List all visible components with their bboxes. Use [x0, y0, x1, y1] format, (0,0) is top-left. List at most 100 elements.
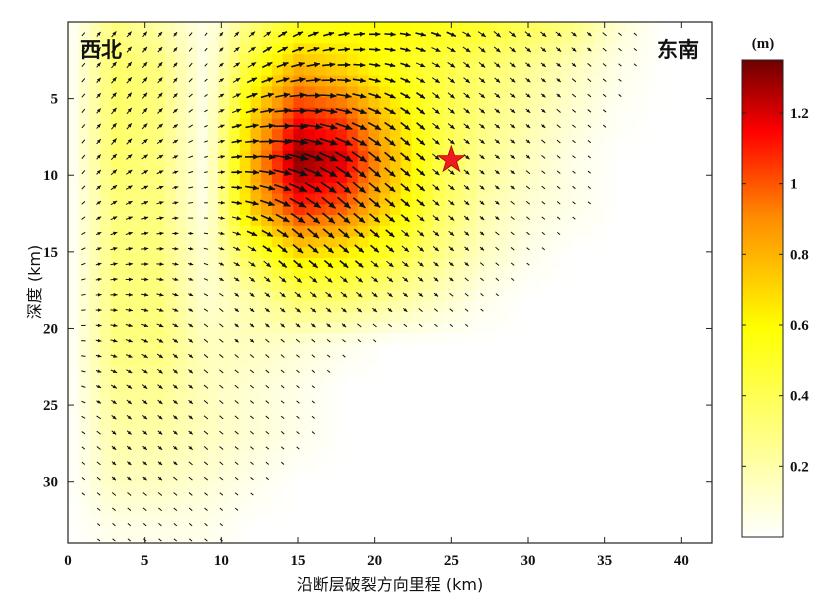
heatmap-cell: [443, 54, 455, 66]
heatmap-cell: [465, 418, 477, 431]
slip-vector-arrow: [248, 31, 256, 38]
slip-vector-arrow: [81, 170, 86, 175]
slip-vector-arrow: [263, 260, 272, 268]
arrow-head: [357, 308, 362, 313]
heatmap-cell: [454, 22, 466, 34]
heatmap-cell: [518, 43, 531, 55]
slip-vector-arrow: [265, 369, 270, 374]
slip-vector-arrow: [384, 121, 396, 131]
arrow-shaft: [188, 140, 194, 144]
heatmap-cell: [271, 472, 284, 484]
arrow-head: [404, 78, 411, 83]
heatmap-cell: [100, 32, 112, 44]
heatmap-cell: [261, 461, 273, 474]
heatmap-cell: [336, 322, 348, 334]
heatmap-cell: [497, 236, 509, 248]
slip-vector-arrow: [586, 47, 592, 52]
heatmap-cell: [229, 193, 241, 205]
arrow-head: [419, 247, 424, 252]
heatmap-cell: [529, 494, 541, 506]
arrow-head: [251, 246, 257, 252]
heatmap-cell: [207, 322, 219, 334]
heatmap-cell: [486, 97, 498, 109]
heatmap-cell: [690, 440, 702, 452]
slip-vector-arrow: [326, 369, 331, 373]
heatmap-cell: [475, 515, 488, 527]
heatmap-cell: [454, 118, 466, 130]
heatmap-cell: [422, 75, 434, 87]
arrow-head: [282, 216, 290, 222]
heatmap-cell: [572, 129, 584, 141]
heatmap-cell: [336, 204, 348, 216]
heatmap-cell: [357, 408, 370, 420]
slip-vector-arrow: [495, 246, 500, 251]
heatmap-cell: [304, 107, 316, 120]
heatmap-cell: [304, 354, 316, 366]
heatmap-cell: [379, 483, 391, 495]
heatmap-cell: [304, 451, 316, 463]
heatmap-cell: [647, 107, 659, 120]
heatmap-cell: [282, 483, 294, 495]
heatmap-cell: [390, 204, 402, 216]
heatmap-cell: [271, 43, 284, 55]
arrow-head: [127, 77, 132, 82]
heatmap-cell: [164, 118, 176, 130]
slip-vector-arrow: [372, 323, 377, 328]
slip-vector-arrow: [141, 338, 149, 343]
heatmap-cell: [357, 526, 370, 538]
heatmap-cell: [529, 440, 541, 452]
heatmap-cell: [325, 515, 337, 527]
heatmap-cell: [121, 172, 133, 184]
heatmap-cell: [196, 22, 209, 34]
slip-vector-arrow: [157, 399, 163, 405]
heatmap-cell: [497, 215, 509, 227]
heatmap-cell: [261, 236, 273, 248]
slip-vector-arrow: [384, 198, 396, 208]
arrow-head: [572, 32, 577, 37]
heatmap-cell: [89, 365, 101, 377]
slip-vector-arrow: [218, 262, 225, 266]
slip-vector-arrow: [556, 185, 561, 190]
heatmap-cell: [615, 343, 627, 356]
arrow-head: [449, 247, 454, 251]
heatmap-cell: [679, 97, 692, 109]
heatmap-cell: [132, 129, 144, 141]
heatmap-cell: [647, 429, 659, 441]
slip-vector-arrow: [354, 260, 364, 269]
arrow-head: [173, 32, 178, 36]
heatmap-cell: [132, 64, 144, 77]
arrow-head: [587, 32, 592, 37]
heatmap-cell: [540, 333, 552, 345]
heatmap-cell: [143, 290, 155, 302]
slip-vector-arrow: [602, 32, 607, 37]
heatmap-cell: [551, 354, 563, 366]
heatmap-cell: [250, 440, 262, 452]
heatmap-cell: [508, 397, 520, 409]
heatmap-cell: [143, 397, 155, 409]
heatmap-cell: [701, 494, 712, 506]
slip-vector-arrow: [204, 63, 208, 67]
heatmap-cell: [508, 472, 520, 484]
heatmap-cell: [379, 54, 391, 66]
heatmap-cell: [239, 225, 251, 238]
heatmap-cell: [304, 483, 316, 495]
heatmap-cell: [658, 515, 670, 527]
heatmap-cell: [229, 225, 241, 238]
slip-vector-arrow: [81, 62, 86, 67]
arrow-shaft: [203, 293, 209, 297]
slip-vector-arrow: [289, 197, 307, 209]
heatmap-cell: [432, 32, 445, 44]
heatmap-cell: [572, 54, 584, 66]
arrow-head: [344, 31, 350, 37]
heatmap-cell: [411, 386, 423, 398]
arrow-head: [112, 231, 118, 236]
heatmap-cell: [325, 236, 337, 248]
arrow-head: [158, 400, 163, 405]
heatmap-cell: [100, 461, 112, 474]
heatmap-cell: [701, 408, 712, 420]
heatmap-cell: [518, 204, 531, 216]
arrow-head: [219, 93, 225, 98]
heatmap-cell: [443, 32, 455, 44]
heatmap-cell: [669, 290, 681, 302]
slip-vector-arrow: [352, 181, 367, 194]
